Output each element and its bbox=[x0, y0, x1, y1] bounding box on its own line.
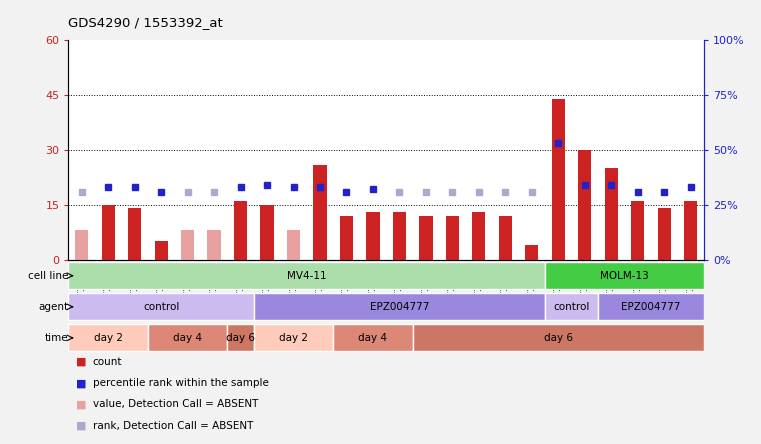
Bar bbox=[598, 293, 704, 321]
Bar bbox=[340, 216, 353, 260]
Text: rank, Detection Call = ABSENT: rank, Detection Call = ABSENT bbox=[93, 421, 253, 431]
Bar bbox=[498, 216, 512, 260]
Text: control: control bbox=[143, 302, 180, 312]
Text: cell line: cell line bbox=[28, 271, 68, 281]
Bar bbox=[552, 99, 565, 260]
Bar bbox=[545, 262, 704, 289]
Text: GDS4290 / 1553392_at: GDS4290 / 1553392_at bbox=[68, 16, 223, 28]
Text: day 6: day 6 bbox=[544, 333, 573, 343]
Text: ■: ■ bbox=[76, 421, 87, 431]
Text: control: control bbox=[553, 302, 590, 312]
Bar bbox=[75, 230, 88, 260]
Bar bbox=[446, 216, 459, 260]
Bar bbox=[254, 293, 545, 321]
Text: MV4-11: MV4-11 bbox=[287, 271, 326, 281]
Bar bbox=[525, 245, 539, 260]
Bar bbox=[578, 150, 591, 260]
Text: ■: ■ bbox=[76, 357, 87, 367]
Bar bbox=[605, 168, 618, 260]
Text: EPZ004777: EPZ004777 bbox=[370, 302, 429, 312]
Bar bbox=[314, 165, 326, 260]
Text: day 6: day 6 bbox=[226, 333, 255, 343]
Bar bbox=[234, 201, 247, 260]
Text: percentile rank within the sample: percentile rank within the sample bbox=[93, 378, 269, 388]
Bar bbox=[412, 324, 704, 352]
Bar bbox=[181, 230, 194, 260]
Bar bbox=[658, 209, 671, 260]
Text: time: time bbox=[45, 333, 68, 343]
Text: day 4: day 4 bbox=[174, 333, 202, 343]
Bar bbox=[545, 293, 598, 321]
Bar bbox=[287, 230, 300, 260]
Bar bbox=[473, 212, 486, 260]
Bar bbox=[154, 242, 167, 260]
Text: value, Detection Call = ABSENT: value, Detection Call = ABSENT bbox=[93, 400, 258, 409]
Bar bbox=[68, 262, 545, 289]
Text: EPZ004777: EPZ004777 bbox=[621, 302, 680, 312]
Bar bbox=[68, 324, 148, 352]
Text: day 2: day 2 bbox=[94, 333, 123, 343]
Bar bbox=[333, 324, 412, 352]
Text: ■: ■ bbox=[76, 400, 87, 409]
Text: ■: ■ bbox=[76, 378, 87, 388]
Text: count: count bbox=[93, 357, 123, 367]
Bar bbox=[260, 205, 274, 260]
Text: MOLM-13: MOLM-13 bbox=[600, 271, 649, 281]
Bar bbox=[366, 212, 380, 260]
Bar bbox=[393, 212, 406, 260]
Bar bbox=[101, 205, 115, 260]
Bar bbox=[228, 324, 254, 352]
Bar bbox=[208, 230, 221, 260]
Bar bbox=[68, 293, 254, 321]
Bar bbox=[419, 216, 432, 260]
Text: day 2: day 2 bbox=[279, 333, 308, 343]
Bar bbox=[684, 201, 697, 260]
Text: agent: agent bbox=[38, 302, 68, 312]
Bar bbox=[128, 209, 142, 260]
Text: day 4: day 4 bbox=[358, 333, 387, 343]
Bar bbox=[148, 324, 228, 352]
Bar bbox=[254, 324, 333, 352]
Bar bbox=[631, 201, 645, 260]
